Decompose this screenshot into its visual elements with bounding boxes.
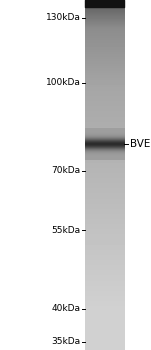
Text: BVES: BVES bbox=[130, 139, 151, 149]
Text: 35kDa: 35kDa bbox=[52, 337, 81, 346]
Text: 40kDa: 40kDa bbox=[52, 304, 81, 314]
Text: 55kDa: 55kDa bbox=[52, 226, 81, 235]
Text: 130kDa: 130kDa bbox=[46, 13, 81, 22]
Text: 70kDa: 70kDa bbox=[52, 166, 81, 175]
Text: 100kDa: 100kDa bbox=[46, 78, 81, 87]
